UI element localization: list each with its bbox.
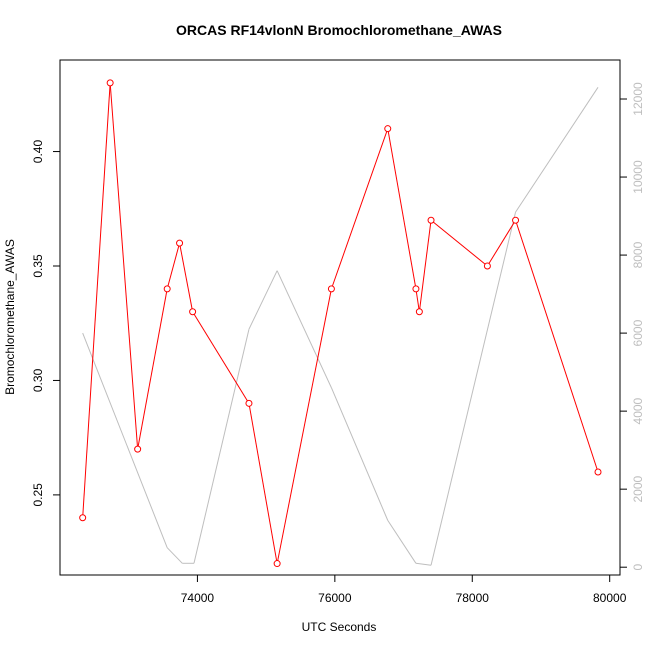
series-layer: [79, 79, 602, 568]
y-tick-label: 0.40: [31, 140, 45, 164]
data-point: [415, 308, 423, 316]
data-point: [273, 560, 281, 568]
data-point: [134, 445, 142, 453]
y2-tick-label: 2000: [631, 475, 645, 502]
series-segment: [486, 219, 516, 267]
y2-tick-label: 8000: [631, 241, 645, 268]
y2-tick-label: 12000: [631, 82, 645, 116]
secondary-series-segment: [82, 332, 168, 548]
secondary-series-segment: [166, 547, 183, 564]
data-point: [512, 216, 520, 224]
y-tick-label: 0.30: [31, 368, 45, 392]
secondary-series-segment: [430, 212, 517, 566]
data-point: [163, 285, 171, 293]
x-axis: 74000 76000 78000 80000: [181, 575, 627, 605]
data-point: [327, 285, 335, 293]
right-y-axis: 0 2000 4000 6000 8000 10000 12000: [620, 82, 645, 571]
data-point: [79, 514, 87, 522]
x-tick-label: 74000: [181, 591, 215, 605]
y2-tick-label: 0: [631, 564, 645, 571]
y2-tick-label: 6000: [631, 319, 645, 346]
secondary-series-segment: [387, 520, 417, 564]
chart-title: ORCAS RF14vlonN Bromochloromethane_AWAS: [176, 22, 502, 38]
y2-tick-label: 10000: [631, 160, 645, 194]
secondary-series-segment: [193, 329, 250, 564]
x-tick-label: 76000: [318, 591, 352, 605]
y-axis-label: Bromochloromethane_AWAS: [3, 239, 17, 395]
series-segment: [515, 220, 599, 473]
data-point: [176, 239, 184, 247]
data-point: [189, 308, 197, 316]
y-tick-label: 0.35: [31, 254, 45, 278]
secondary-series-segment: [415, 562, 432, 566]
data-point: [412, 285, 420, 293]
series-segment: [418, 220, 432, 312]
secondary-series-segment: [515, 87, 599, 213]
data-point: [594, 468, 602, 476]
series-segment: [137, 288, 168, 450]
x-tick-label: 80000: [593, 591, 627, 605]
left-y-axis: 0.25 0.30 0.35 0.40: [31, 140, 60, 507]
series-segment: [192, 311, 250, 404]
secondary-series-segment: [330, 387, 389, 521]
series-segment: [430, 219, 488, 267]
series-segment: [415, 288, 420, 312]
series-segment: [82, 82, 111, 518]
plot-frame: [59, 59, 621, 576]
series-segment: [109, 82, 139, 450]
series-segment: [166, 242, 181, 290]
series-segment: [179, 243, 194, 312]
y2-tick-label: 4000: [631, 397, 645, 424]
series-segment: [330, 128, 389, 290]
data-point: [245, 399, 253, 407]
data-point: [106, 79, 114, 87]
secondary-series-segment: [248, 270, 278, 330]
series-segment: [248, 403, 278, 564]
data-point: [483, 262, 491, 270]
series-segment: [387, 128, 417, 289]
series-segment: [276, 288, 332, 564]
x-axis-label: UTC Seconds: [302, 620, 377, 634]
x-tick-label: 78000: [456, 591, 490, 605]
data-point: [384, 125, 392, 133]
y-tick-label: 0.25: [31, 483, 45, 507]
secondary-series-segment: [276, 270, 332, 388]
data-point: [427, 216, 435, 224]
